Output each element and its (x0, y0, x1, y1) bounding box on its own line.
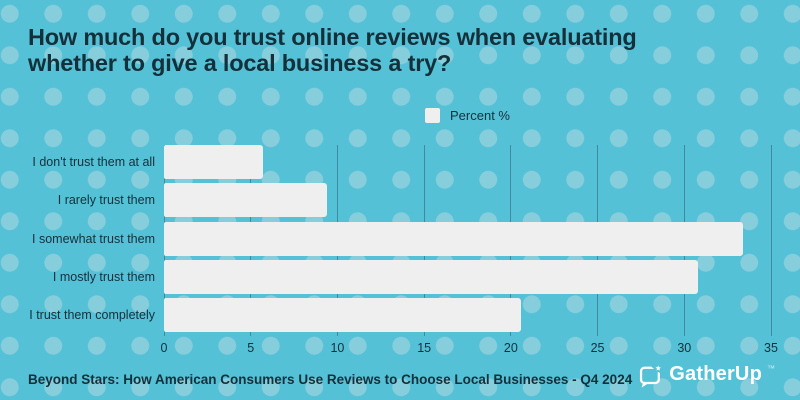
source-caption: Beyond Stars: How American Consumers Use… (28, 372, 633, 387)
x-tick-label: 35 (764, 341, 778, 355)
chart-title: How much do you trust online reviews whe… (28, 24, 637, 76)
x-tick-label: 5 (247, 341, 255, 355)
category-label: I mostly trust them (52, 269, 155, 284)
legend-label: Percent % (450, 108, 510, 123)
x-tick-label: 30 (677, 341, 692, 355)
category-label: I trust them completely (29, 308, 155, 323)
brand-trademark: ™ (767, 364, 775, 373)
brand-name: GatherUp (669, 363, 762, 385)
legend: Percent % (164, 108, 771, 123)
category-label: I somewhat trust them (32, 231, 155, 246)
bar (164, 221, 744, 256)
x-tick-label: 15 (417, 341, 432, 355)
legend-swatch (425, 108, 440, 123)
bar (164, 298, 522, 333)
x-tick-label: 25 (590, 341, 605, 355)
brand-logo: GatherUp ™ (637, 361, 775, 388)
bar (164, 145, 263, 179)
bar (164, 259, 699, 294)
bar (164, 183, 328, 218)
x-tick-label: 20 (503, 341, 518, 355)
x-tick-label: 10 (330, 341, 345, 355)
x-tick-label: 0 (160, 341, 168, 355)
category-label: I don't trust them at all (32, 155, 155, 169)
gridline (770, 145, 772, 336)
category-label: I rarely trust them (57, 193, 155, 208)
speech-bubble-star-icon (640, 361, 665, 388)
